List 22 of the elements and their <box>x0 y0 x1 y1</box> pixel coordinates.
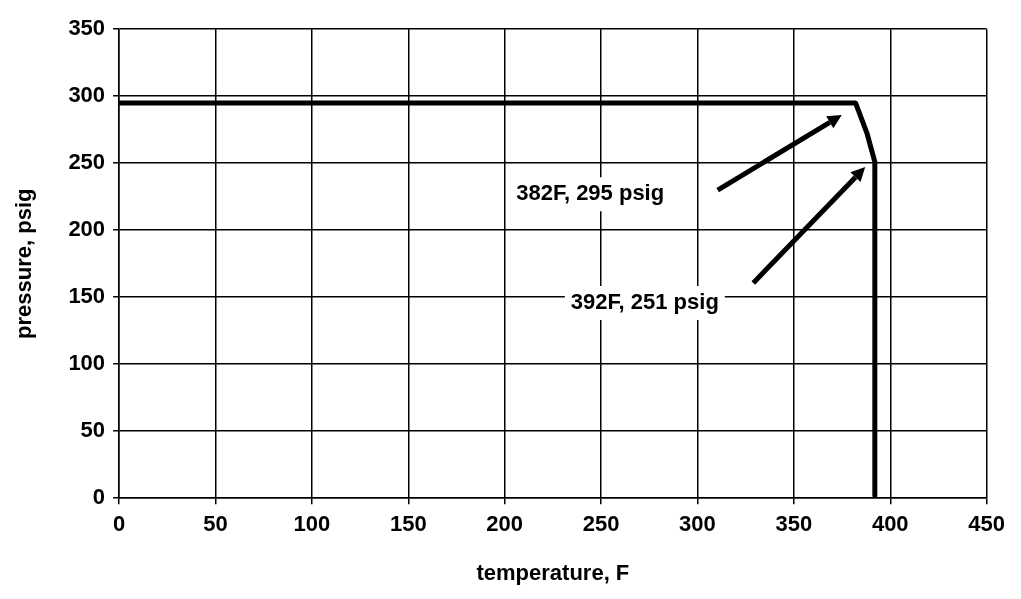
annotation: 392F, 251 psig <box>570 289 719 315</box>
x-tick-label: 350 <box>775 511 813 537</box>
y-tick-label: 300 <box>68 82 106 108</box>
y-tick-label: 350 <box>68 15 106 41</box>
x-tick-label: 150 <box>389 511 427 537</box>
x-tick-label: 100 <box>293 511 331 537</box>
y-tick-label: 200 <box>68 216 106 242</box>
x-tick-label: 0 <box>112 511 126 537</box>
y-tick-label: 100 <box>68 350 106 376</box>
x-tick-label: 50 <box>203 511 228 537</box>
y-tick-label: 250 <box>68 149 106 175</box>
y-tick-label: 150 <box>68 283 106 309</box>
x-tick-label: 400 <box>871 511 909 537</box>
x-tick-label: 200 <box>486 511 524 537</box>
y-axis-title: pressure, psig <box>11 188 37 339</box>
x-tick-label: 250 <box>582 511 620 537</box>
y-tick-label: 0 <box>92 484 106 510</box>
x-tick-label: 450 <box>968 511 1006 537</box>
x-tick-label: 300 <box>679 511 716 537</box>
x-axis-title: temperature, F <box>476 559 630 585</box>
y-tick-label: 50 <box>80 417 106 443</box>
annotation: 382F, 295 psig <box>516 180 665 206</box>
